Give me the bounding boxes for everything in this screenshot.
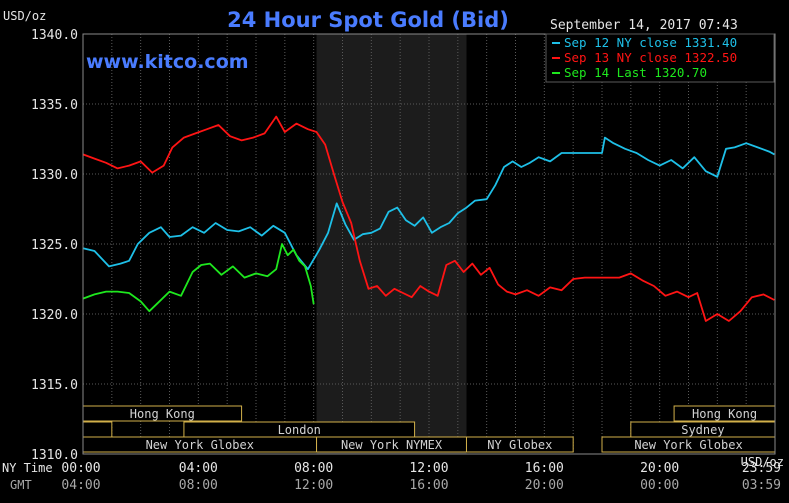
market-session: New York Globex	[601, 436, 776, 453]
legend: Sep 12 NY close 1331.40 Sep 13 NY close …	[545, 33, 775, 83]
market-session: Hong Kong	[82, 405, 243, 422]
y-tick-label: 1325.0	[31, 238, 78, 253]
x-tick-label-gmt: 04:00	[61, 478, 100, 493]
market-session: London	[183, 421, 416, 438]
y-tick-label: 1315.0	[31, 378, 78, 393]
series-line-0	[82, 136, 775, 271]
series-line-1	[82, 115, 775, 322]
x-tick-label-ny: 12:00	[409, 461, 448, 476]
chart-title: 24 Hour Spot Gold (Bid)	[227, 8, 509, 32]
market-session: New York NYMEX	[316, 436, 467, 453]
x-row-label-ny: NY Time	[2, 461, 53, 475]
y-tick-label: 1310.0	[31, 448, 78, 463]
market-session: Hong Kong	[673, 405, 776, 422]
market-session-label: New York Globex	[634, 438, 742, 452]
market-session-label: Hong Kong	[692, 407, 757, 421]
market-session	[82, 421, 113, 438]
legend-entry-sep13: Sep 13 NY close 1322.50	[564, 50, 737, 65]
y-tick-label: 1340.0	[31, 28, 78, 43]
market-session: NY Globex	[465, 436, 574, 453]
plot-frame	[82, 33, 776, 455]
market-session-box	[465, 436, 574, 453]
market-session-label: Hong Kong	[130, 407, 195, 421]
y-tick-label: 1330.0	[31, 168, 78, 183]
x-tick-label-ny: 23:59	[742, 461, 781, 476]
x-tick-label-ny: 20:00	[640, 461, 679, 476]
market-session-label: Sydney	[681, 423, 724, 437]
brand-watermark: www.kitco.com	[86, 51, 249, 73]
x-tick-label-gmt: 12:00	[294, 478, 333, 493]
unit-label-top: USD/oz	[3, 9, 46, 23]
y-tick-label: 1335.0	[31, 98, 78, 113]
x-tick-label-ny: 16:00	[525, 461, 564, 476]
series-line-2	[82, 243, 315, 313]
legend-box	[545, 33, 775, 83]
x-tick-label-gmt: 00:00	[640, 478, 679, 493]
x-tick-label-gmt: 03:59	[742, 478, 781, 493]
x-tick-label-ny: 00:00	[61, 461, 100, 476]
unit-label-bottom: USD/oz	[741, 455, 784, 469]
x-tick-label-ny: 08:00	[294, 461, 333, 476]
x-tick-label-gmt: 08:00	[179, 478, 218, 493]
market-session: New York Globex	[82, 436, 318, 453]
timestamp: September 14, 2017 07:43	[550, 18, 738, 33]
market-session-label: NY Globex	[487, 438, 552, 452]
x-tick-label-ny: 04:00	[179, 461, 218, 476]
market-session-label: New York Globex	[146, 438, 254, 452]
x-tick-label-gmt: 16:00	[409, 478, 448, 493]
y-tick-label: 1320.0	[31, 308, 78, 323]
x-tick-label-gmt: 20:00	[525, 478, 564, 493]
x-row-label-gmt: GMT	[10, 478, 32, 492]
legend-entry-sep14: Sep 14 Last 1320.70	[564, 65, 707, 80]
market-session-label: New York NYMEX	[341, 438, 443, 452]
legend-entry-sep12: Sep 12 NY close 1331.40	[564, 35, 737, 50]
market-session-box	[82, 421, 113, 438]
x-axis: NY Time GMT 00:00 04:00 04:00 08:00 08:00 12:…	[2, 461, 781, 493]
market-session: Sydney	[630, 421, 776, 438]
y-axis: 1340.0 1335.0 1330.0 1325.0 1320.0 1315.0 1310…	[31, 28, 78, 463]
market-session-label: London	[278, 423, 321, 437]
